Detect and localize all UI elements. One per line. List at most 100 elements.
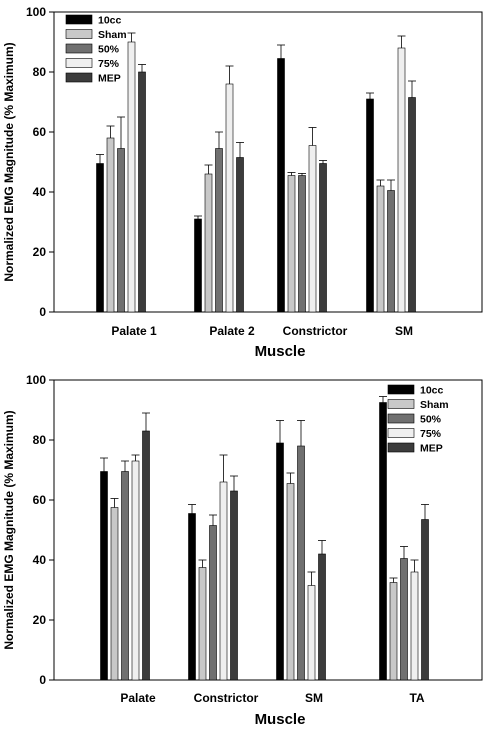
legend: 10cc Sham 50% 75% MEP: [65, 14, 127, 85]
y-tick-label: 20: [33, 245, 47, 259]
legend-swatch: [65, 58, 93, 68]
bar: [376, 185, 385, 313]
bar: [194, 218, 202, 313]
bar: [319, 163, 327, 313]
legend-swatch: [387, 384, 415, 395]
y-axis-ticks: 0 20 40 60 80 100: [26, 373, 54, 687]
legend-swatch: [65, 14, 93, 25]
chart-panel-bottom: Normalized EMG Magnitude (% Maximum) Mus…: [2, 373, 483, 728]
bar: [298, 175, 306, 313]
legend-swatch: [65, 29, 93, 39]
legend-label: 10cc: [420, 385, 444, 397]
y-tick-label: 80: [33, 433, 47, 447]
legend-swatch: [387, 428, 415, 438]
y-tick-label: 0: [39, 673, 46, 687]
bar: [121, 471, 129, 681]
bar: [138, 71, 146, 313]
bar: [236, 157, 244, 313]
legend-label: MEP: [98, 73, 121, 85]
bar-series: [96, 44, 374, 313]
legend-label: Sham: [98, 29, 127, 41]
bar: [209, 525, 217, 681]
y-tick-label: 0: [39, 305, 46, 319]
bar: [389, 582, 398, 681]
y-tick-label: 60: [33, 125, 47, 139]
category-label: Palate 2: [209, 324, 255, 338]
bar: [188, 513, 196, 681]
legend-label: Sham: [420, 399, 449, 411]
plot-frame: [53, 11, 483, 313]
x-axis-categories: Palate Constrictor SM TA: [120, 691, 425, 705]
category-label: SM: [395, 324, 413, 338]
y-tick-label: 40: [33, 185, 47, 199]
bar-series: [127, 32, 406, 313]
legend-label: 75%: [98, 58, 120, 70]
y-tick-label: 100: [26, 5, 46, 19]
bar: [410, 571, 419, 681]
bar: [106, 137, 115, 313]
bar-series: [142, 412, 429, 681]
legend-swatch: [65, 43, 93, 54]
legend-swatch: [65, 72, 93, 83]
y-tick-label: 20: [33, 613, 47, 627]
bar: [230, 490, 238, 681]
legend-label: 50%: [420, 414, 442, 426]
bar: [318, 553, 326, 681]
bar: [307, 585, 316, 681]
bar: [276, 442, 284, 681]
y-axis-ticks: 0 20 40 60 80 100: [26, 5, 54, 319]
category-label: TA: [409, 691, 424, 705]
legend-label: 75%: [420, 428, 442, 440]
bar-series: [138, 64, 416, 313]
category-label: Constrictor: [283, 324, 348, 338]
bar: [379, 402, 387, 681]
bar: [277, 58, 285, 313]
x-axis-label: Muscle: [255, 343, 306, 360]
bar: [366, 98, 374, 313]
legend: 10cc Sham 50% 75% MEP: [387, 384, 449, 455]
bar: [117, 148, 125, 313]
bar: [387, 190, 395, 313]
legend-label: 50%: [98, 44, 120, 56]
legend-label: MEP: [420, 443, 443, 455]
bar: [225, 83, 234, 313]
legend-swatch: [387, 399, 415, 409]
bar: [297, 445, 305, 681]
bar: [127, 41, 136, 313]
y-axis-label: Normalized EMG Magnitude (% Maximum): [2, 42, 16, 281]
category-label: Palate: [120, 691, 156, 705]
bar-series: [121, 420, 408, 681]
bar-series-group: [96, 32, 416, 313]
bar-series-group: [100, 396, 429, 681]
legend-label: 10cc: [98, 15, 122, 27]
category-label: SM: [305, 691, 323, 705]
bar: [215, 148, 223, 313]
category-label: Palate 1: [111, 324, 157, 338]
bar: [100, 471, 108, 681]
bar-series: [131, 454, 419, 681]
chart-panel-top: Normalized EMG Magnitude (% Maximum) Mus…: [2, 5, 483, 360]
bar-series: [106, 125, 385, 313]
y-tick-label: 80: [33, 65, 47, 79]
bar: [287, 175, 296, 313]
bar: [142, 430, 150, 681]
bar: [408, 97, 416, 313]
bar-series: [110, 472, 398, 681]
legend-swatch: [387, 413, 415, 424]
bar: [131, 460, 140, 681]
bar: [397, 47, 406, 313]
category-label: Constrictor: [194, 691, 259, 705]
bar: [204, 173, 213, 313]
bar: [421, 519, 429, 681]
bar: [110, 507, 119, 681]
bar: [308, 145, 317, 313]
x-axis-label: Muscle: [255, 711, 306, 728]
legend-swatch: [387, 442, 415, 453]
bar: [198, 567, 207, 681]
bar: [96, 163, 104, 313]
bar-series: [117, 116, 395, 313]
plot-frame: [53, 379, 483, 681]
bar: [286, 483, 295, 681]
